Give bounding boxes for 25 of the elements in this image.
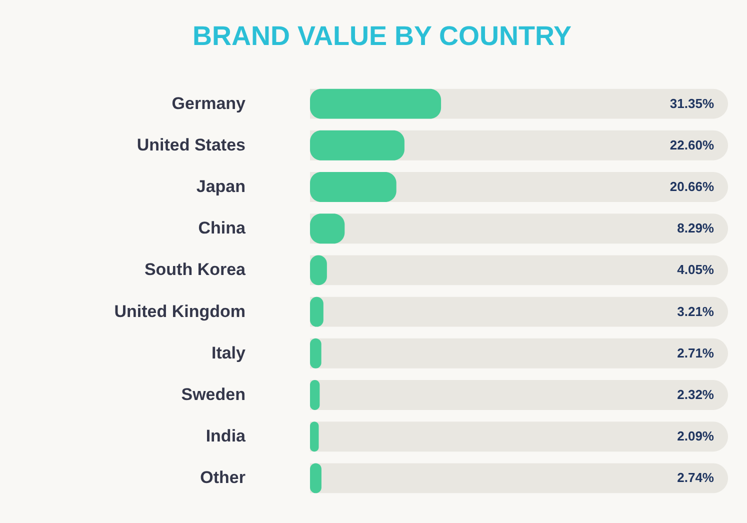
y-tick-label: Germany [172, 94, 246, 113]
data-label: 4.05% [677, 262, 714, 278]
bar [310, 130, 404, 160]
data-label: 31.35% [670, 96, 714, 111]
bar [310, 422, 319, 452]
data-label: 22.60% [670, 137, 714, 152]
data-label: 2.71% [677, 345, 714, 360]
y-tick-label: United States [136, 135, 246, 154]
y-tick-label: South Korea [144, 260, 246, 280]
data-label: 2.32% [677, 387, 714, 402]
chart-title: BRAND VALUE BY COUNTRY [192, 21, 572, 51]
y-tick-label: China [198, 218, 246, 238]
y-tick-label: Italy [211, 343, 246, 362]
y-tick-label: United Kingdom [114, 302, 246, 321]
data-label: 20.66% [670, 179, 714, 194]
data-label: 8.29% [677, 220, 714, 236]
data-label: 2.74% [677, 470, 714, 486]
bar [310, 88, 442, 119]
y-tick-label: Japan [196, 177, 246, 196]
y-tick-label: Other [200, 468, 246, 488]
bar [310, 172, 396, 202]
y-tick-label: India [206, 426, 246, 446]
data-label: 3.21% [677, 304, 714, 319]
y-tick-label: Sweden [181, 385, 246, 404]
data-label: 2.09% [677, 428, 714, 444]
